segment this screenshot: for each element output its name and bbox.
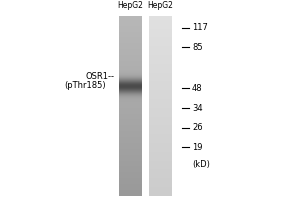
Text: (kD): (kD) — [192, 160, 210, 169]
Text: 34: 34 — [192, 104, 202, 113]
Text: 117: 117 — [192, 23, 208, 32]
Text: 19: 19 — [192, 143, 202, 152]
Text: 48: 48 — [192, 84, 202, 93]
Text: 85: 85 — [192, 43, 202, 52]
Text: OSR1--: OSR1-- — [85, 72, 114, 81]
Text: (pThr185): (pThr185) — [64, 81, 106, 90]
Text: HepG2: HepG2 — [148, 1, 173, 10]
Text: HepG2: HepG2 — [118, 1, 143, 10]
Text: 26: 26 — [192, 123, 202, 132]
